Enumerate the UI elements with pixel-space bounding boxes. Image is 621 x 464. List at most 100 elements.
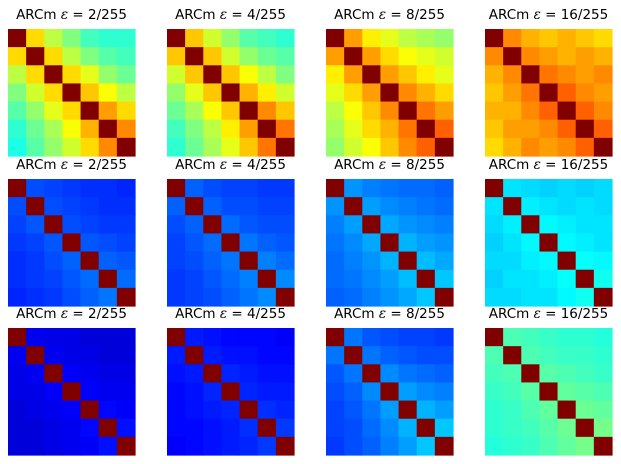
heatmap-cell (326, 215, 345, 235)
heatmap-cell (344, 233, 363, 253)
heatmap-cell (416, 382, 436, 402)
heatmap-cell (557, 83, 577, 103)
panel-title-value: = 16/255 (541, 157, 608, 173)
heatmap-cell (26, 179, 45, 198)
heatmap-cell (503, 137, 522, 157)
heatmap-cell (257, 382, 277, 402)
panel-title: ARCm ε = 8/255 (334, 157, 445, 173)
heatmap-cell (8, 382, 27, 402)
heatmap-cell (416, 400, 436, 420)
heatmap-cell (434, 179, 454, 198)
heatmap-cell (575, 179, 595, 198)
heatmap-cell (203, 179, 223, 198)
heatmap-cell (80, 47, 100, 66)
heatmap-cell (239, 418, 259, 438)
panel-title-prefix: ARCm (334, 7, 379, 23)
heatmap-cell (44, 47, 64, 66)
heatmap-cell (503, 233, 522, 253)
heatmap-cell (575, 233, 595, 253)
heatmap-cell (167, 364, 186, 384)
heatmap-cell (185, 29, 204, 48)
heatmap-cell (503, 29, 522, 48)
heatmap-cell (380, 287, 400, 307)
heatmap-cell (44, 346, 64, 365)
heatmap-cell (26, 346, 45, 365)
heatmap-cell (44, 287, 64, 307)
heatmap-cell (116, 83, 136, 103)
heatmap-cell (257, 65, 277, 85)
heatmap-cell (44, 382, 64, 402)
heatmap-cell (434, 251, 454, 271)
heatmap-cell (398, 400, 418, 420)
heatmap-cell (344, 137, 363, 157)
panel-title-epsilon: ε (61, 7, 68, 23)
heatmap-cell (434, 328, 454, 347)
heatmap-cell (98, 83, 118, 103)
heatmap-cell (593, 436, 613, 456)
heatmap-cell (185, 119, 204, 139)
heatmap-cell (44, 364, 64, 384)
heatmap-cell (485, 287, 504, 307)
heatmap-cell (8, 179, 27, 198)
heatmap-cell (221, 215, 241, 235)
heatmap-cell (185, 400, 204, 420)
heatmap-cell (62, 83, 82, 103)
heatmap-cell (503, 418, 522, 438)
heatmap-cell (575, 364, 595, 384)
heatmap-cell (557, 400, 577, 420)
heatmap-cell (62, 119, 82, 139)
heatmap-cell (434, 29, 454, 48)
heatmap-cell (344, 400, 363, 420)
heatmap-cell (362, 47, 382, 66)
heatmap-cell (557, 418, 577, 438)
heatmap-cell (575, 346, 595, 365)
heatmap-cell (257, 251, 277, 271)
heatmap-cell (593, 215, 613, 235)
heatmap-cell (167, 179, 186, 198)
heatmap-cell (521, 269, 541, 289)
heatmap-cell (203, 29, 223, 48)
heatmap-cell (98, 101, 118, 121)
heatmap-cell (575, 251, 595, 271)
panel-title: ARCm ε = 4/255 (175, 306, 286, 322)
heatmap-cell (167, 436, 186, 456)
heatmap-cell (326, 269, 345, 289)
heatmap-cell (362, 137, 382, 157)
panel-title: ARCm ε = 4/255 (175, 7, 286, 23)
panel-title-epsilon: ε (534, 7, 541, 23)
heatmap-cell (275, 65, 295, 85)
heatmap-cell (221, 436, 241, 456)
heatmap-cell (185, 137, 204, 157)
heatmap-cell (185, 287, 204, 307)
heatmap-cell (44, 215, 64, 235)
heatmap-cell (98, 65, 118, 85)
heatmap-cell (398, 418, 418, 438)
heatmap-cell (8, 65, 27, 85)
heatmap-cell (398, 197, 418, 216)
heatmap-cell (344, 47, 363, 66)
heatmap-cell (239, 251, 259, 271)
heatmap-cell (326, 47, 345, 66)
heatmap-cell (485, 65, 504, 85)
heatmap-cell (344, 418, 363, 438)
heatmap-cell (275, 328, 295, 347)
heatmap-panel: ARCm ε = 4/255 (167, 157, 295, 307)
heatmap-cell (344, 269, 363, 289)
heatmap-cell (398, 233, 418, 253)
heatmap-cell (503, 101, 522, 121)
heatmap-cell (44, 197, 64, 216)
heatmap-cell (44, 251, 64, 271)
heatmap-cell (203, 364, 223, 384)
heatmap-cell (185, 436, 204, 456)
heatmap-cell (185, 65, 204, 85)
heatmap-cell (380, 418, 400, 438)
heatmap-cell (503, 269, 522, 289)
heatmap-cell (275, 364, 295, 384)
heatmap-cell (380, 83, 400, 103)
heatmap-cell (503, 83, 522, 103)
heatmap-cell (275, 101, 295, 121)
heatmap-cell (221, 197, 241, 216)
heatmap-cell (416, 328, 436, 347)
heatmap-cell (239, 83, 259, 103)
panel-title-prefix: ARCm (16, 7, 61, 23)
